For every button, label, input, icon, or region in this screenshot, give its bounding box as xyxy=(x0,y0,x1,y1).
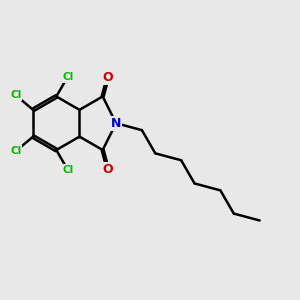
Text: Cl: Cl xyxy=(10,146,21,156)
Text: N: N xyxy=(111,117,121,130)
Text: Cl: Cl xyxy=(62,72,73,82)
Text: O: O xyxy=(103,163,113,176)
Text: O: O xyxy=(103,70,113,84)
Text: Cl: Cl xyxy=(62,165,73,175)
Text: Cl: Cl xyxy=(10,90,21,100)
